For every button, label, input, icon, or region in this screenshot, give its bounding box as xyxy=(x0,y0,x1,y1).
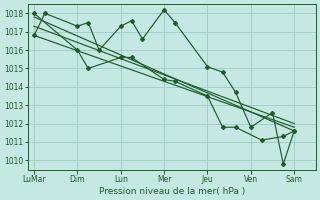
X-axis label: Pression niveau de la mer( hPa ): Pression niveau de la mer( hPa ) xyxy=(99,187,245,196)
